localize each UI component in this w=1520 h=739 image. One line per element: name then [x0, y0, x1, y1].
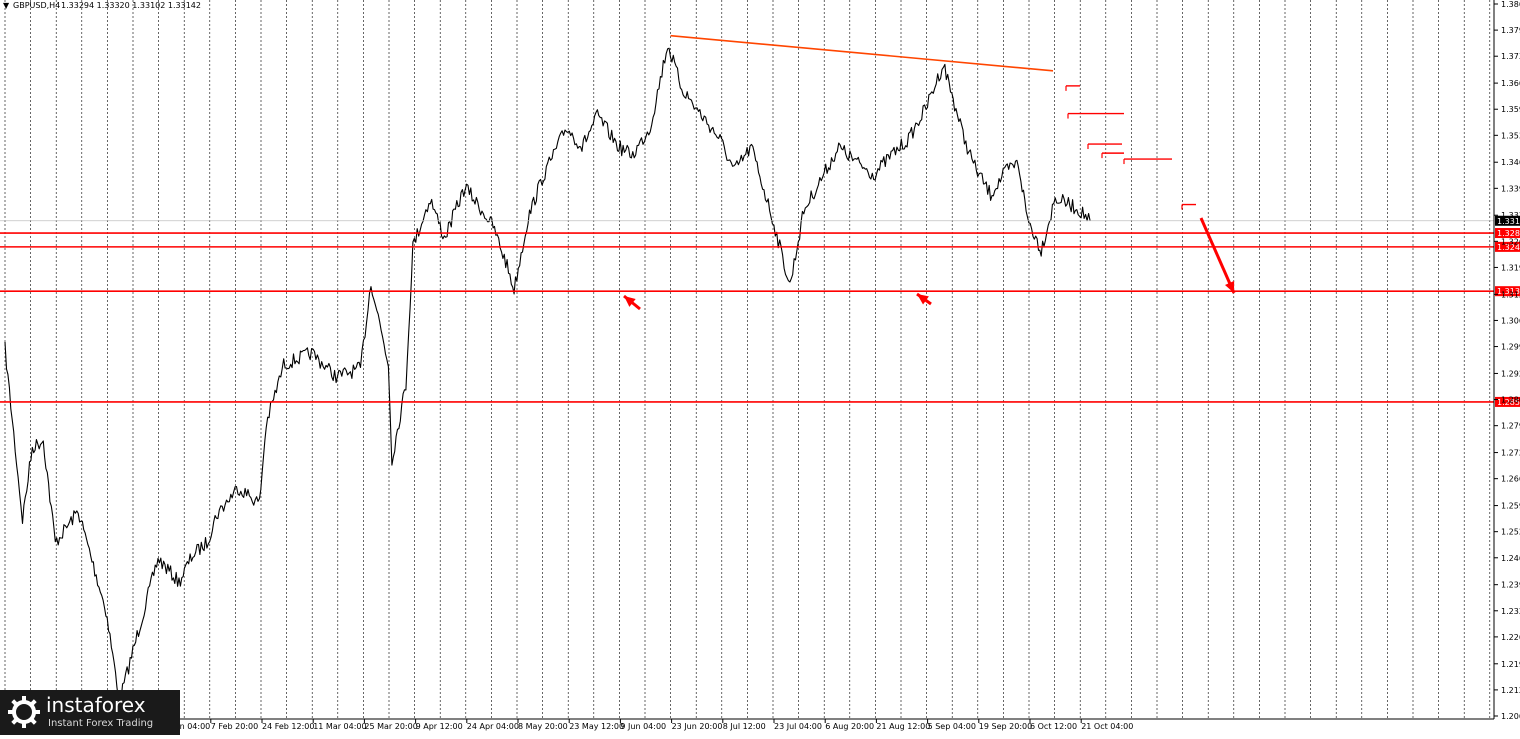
- level-price-tag: [1495, 241, 1520, 252]
- x-tick-label: 24 Apr 04:00: [467, 722, 519, 731]
- y-tick-label: 1.2262: [1501, 633, 1520, 642]
- y-tick-label: 1.3662: [1501, 79, 1520, 88]
- y-tick-label: 1.2394: [1501, 581, 1520, 590]
- annotations: [623, 34, 1236, 311]
- y-tick-label: 1.2996: [1501, 343, 1520, 352]
- level-price-tag: [1495, 396, 1520, 407]
- reaction-arrow-aug-head: [917, 294, 929, 305]
- y-tick-label: 1.3530: [1501, 131, 1520, 140]
- y-tick-label: 1.2796: [1501, 422, 1520, 431]
- y-tick-label: 1.2928: [1501, 369, 1520, 378]
- x-tick-label: 24 Feb 12:00: [262, 722, 314, 731]
- y-tick-label: 1.2728: [1501, 449, 1520, 458]
- x-tick-label: 23 Jul 04:00: [774, 722, 822, 731]
- y-tick-label: 1.2462: [1501, 554, 1520, 563]
- x-tick-label: 7 Feb 20:00: [211, 722, 258, 731]
- y-tick-label: 1.3062: [1501, 316, 1520, 325]
- watermark-brand: instaforex: [46, 693, 146, 717]
- y-tick-label: 1.2528: [1501, 528, 1520, 537]
- current-price-label: 1.3314: [1497, 217, 1520, 226]
- y-tick-label: 1.3862: [1501, 0, 1520, 9]
- y-tick-label: 1.3262: [1501, 237, 1520, 246]
- y-tick-label: 1.3796: [1501, 26, 1520, 35]
- price-series: [4, 47, 1091, 701]
- x-tick-label: 5 Sep 04:00: [928, 722, 976, 731]
- y-tick-label: 1.3462: [1501, 158, 1520, 167]
- x-tick-label: 24 Jan 04:00: [160, 722, 211, 731]
- forecast-arrow: [1199, 217, 1236, 294]
- x-tick-label: 21 Oct 04:00: [1081, 722, 1133, 731]
- price-line: [4, 47, 1091, 701]
- level-price-label: 1.3136: [1497, 287, 1520, 296]
- level-price-tag: [1495, 286, 1520, 297]
- x-tick-label: 11 Mar 04:00: [313, 722, 366, 731]
- x-tick-label: 9 Jun 04:00: [620, 722, 666, 731]
- y-tick-label: 1.3396: [1501, 184, 1520, 193]
- y-tick-label: 1.2662: [1501, 475, 1520, 484]
- reaction-arrow-may-head: [624, 296, 636, 307]
- x-tick-label: 19 Sep 20:00: [979, 722, 1032, 731]
- x-tick-label: 6 Oct 12:00: [1030, 722, 1077, 731]
- y-tick-label: 1.3328: [1501, 211, 1520, 220]
- horizontal-levels: 1.3314 1.3283 1.3248 1.3136 1.2856: [0, 215, 1520, 407]
- y-tick-label: 1.2128: [1501, 686, 1520, 695]
- y-tick-label: 1.3128: [1501, 290, 1520, 299]
- instaforex-watermark: instaforex Instant Forex Trading: [0, 690, 180, 735]
- x-tick-label: 6 Aug 20:00: [825, 722, 874, 731]
- y-tick-label: 1.2862: [1501, 396, 1520, 405]
- collapse-icon[interactable]: ▼: [3, 1, 10, 10]
- x-tick-label: 8 May 20:00: [518, 722, 568, 731]
- resistance-trendline: [670, 34, 1054, 72]
- price-axis: 1.3862 1.3796 1.3730 1.3662 1.3596 1.3530 1.34…: [1494, 0, 1520, 721]
- x-tick-label: 8 Jul 12:00: [723, 722, 766, 731]
- y-tick-label: 1.2328: [1501, 607, 1520, 616]
- symbol-label: GBPUSD,H4: [13, 1, 60, 10]
- level-price-label: 1.2856: [1497, 398, 1520, 407]
- x-tick-label: 21 Aug 12:00: [876, 722, 930, 731]
- y-tick-label: 1.3730: [1501, 52, 1520, 61]
- y-tick-label: 1.2062: [1501, 712, 1520, 721]
- current-price-tag: [1495, 215, 1520, 226]
- x-tick-label: 9 Apr 12:00: [416, 722, 463, 731]
- level-price-tag: [1495, 228, 1520, 239]
- level-price-label: 1.3283: [1497, 229, 1520, 238]
- x-tick-label: 23 May 12:00: [569, 722, 624, 731]
- x-tick-label: 25 Mar 20:00: [364, 722, 417, 731]
- ohlc-label: 1.33294 1.33320 1.33102 1.33142: [61, 1, 201, 10]
- y-tick-label: 1.2194: [1501, 660, 1520, 669]
- y-tick-label: 1.3196: [1501, 263, 1520, 272]
- forecast-arrow-head: [1224, 280, 1235, 293]
- instaforex-logo-icon: [8, 696, 40, 728]
- level-price-label: 1.3248: [1497, 243, 1520, 252]
- y-tick-label: 1.3596: [1501, 105, 1520, 114]
- watermark-slogan: Instant Forex Trading: [48, 718, 154, 729]
- y-tick-label: 1.2594: [1501, 502, 1520, 511]
- x-tick-label: 23 Jun 20:00: [672, 722, 723, 731]
